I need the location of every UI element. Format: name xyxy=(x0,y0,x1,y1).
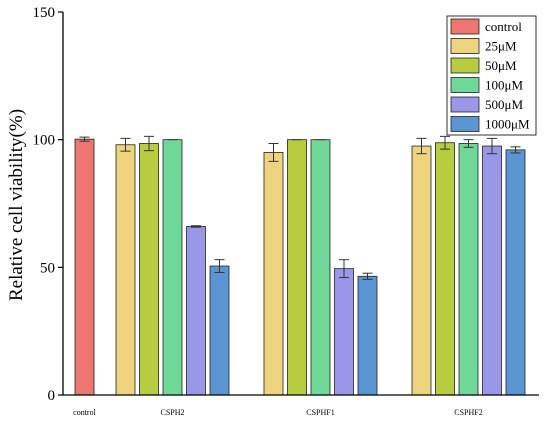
x-category-label: control xyxy=(73,408,96,417)
legend-swatch xyxy=(450,96,480,113)
x-category-label: CSPHF1 xyxy=(306,408,334,417)
y-tick-label: 150 xyxy=(33,5,56,21)
bar-control-control xyxy=(74,138,95,396)
legend-swatch xyxy=(450,77,480,93)
legend-label: 100μM xyxy=(485,78,523,93)
legend-swatch xyxy=(450,38,480,54)
y-tick-label: 50 xyxy=(40,260,55,276)
x-category-labels: control CSPH2 CSPHF1 CSPHF2 xyxy=(73,408,483,417)
y-ticks: 0 50 100 150 xyxy=(33,5,63,404)
legend-label: control xyxy=(485,19,522,34)
legend-swatch xyxy=(450,116,480,132)
bar-CSPH2-500μM xyxy=(186,226,206,396)
bar-CSPHF1-500μM xyxy=(334,268,354,396)
y-axis-title: Relative cell viability(%) xyxy=(6,109,27,301)
y-tick-label: 0 xyxy=(48,388,56,404)
legend-swatch xyxy=(450,18,480,35)
bar-CSPHF2-500μM xyxy=(482,145,502,396)
bars-layer xyxy=(74,135,526,396)
bar-CSPHF2-1000μM xyxy=(505,149,526,396)
y-tick-label: 100 xyxy=(33,133,56,149)
legend-label: 500μM xyxy=(485,97,523,112)
x-category-label: CSPH2 xyxy=(160,408,184,417)
bar-CSPHF1-50μM xyxy=(287,139,307,396)
bar-CSPH2-25μM xyxy=(115,144,136,396)
legend: control 25μM 50μM 100μM 500μM 1000μM xyxy=(446,15,537,136)
bar-CSPHF1-25μM xyxy=(263,152,284,396)
x-category-label: CSPHF2 xyxy=(454,408,482,417)
bar-CSPHF1-100μM xyxy=(310,139,331,396)
bar-CSPH2-100μM xyxy=(162,139,183,396)
legend-swatch xyxy=(450,57,480,74)
bar-CSPHF2-50μM xyxy=(435,142,455,396)
legend-label: 1000μM xyxy=(485,117,530,132)
bar-CSPH2-1000μM xyxy=(209,265,230,396)
bar-CSPHF2-25μM xyxy=(411,145,432,396)
bar-CSPHF2-100μM xyxy=(458,143,479,396)
bar-CSPH2-50μM xyxy=(139,143,159,396)
axes-layer xyxy=(62,12,539,396)
bar-CSPHF1-1000μM xyxy=(357,275,378,396)
legend-label: 50μM xyxy=(485,58,517,73)
legend-label: 25μM xyxy=(485,39,517,54)
legend-box xyxy=(446,15,537,136)
